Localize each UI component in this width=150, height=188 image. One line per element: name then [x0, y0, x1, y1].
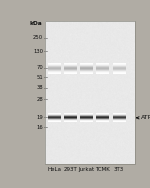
Text: 3T3: 3T3 — [114, 167, 124, 172]
Text: ATP5H: ATP5H — [141, 115, 150, 120]
Text: 51: 51 — [36, 75, 43, 80]
Text: Jurkat: Jurkat — [78, 167, 94, 172]
Text: 70: 70 — [36, 65, 43, 70]
Text: 19: 19 — [36, 115, 43, 120]
Text: 250: 250 — [33, 35, 43, 40]
Text: 16: 16 — [36, 125, 43, 130]
Text: TCMK: TCMK — [95, 167, 110, 172]
Text: 28: 28 — [36, 97, 43, 102]
Bar — [45, 21, 135, 164]
Text: kDa: kDa — [30, 21, 43, 26]
Text: 38: 38 — [37, 85, 43, 90]
Text: HeLa: HeLa — [47, 167, 61, 172]
Text: 130: 130 — [33, 49, 43, 54]
Text: 293T: 293T — [63, 167, 77, 172]
